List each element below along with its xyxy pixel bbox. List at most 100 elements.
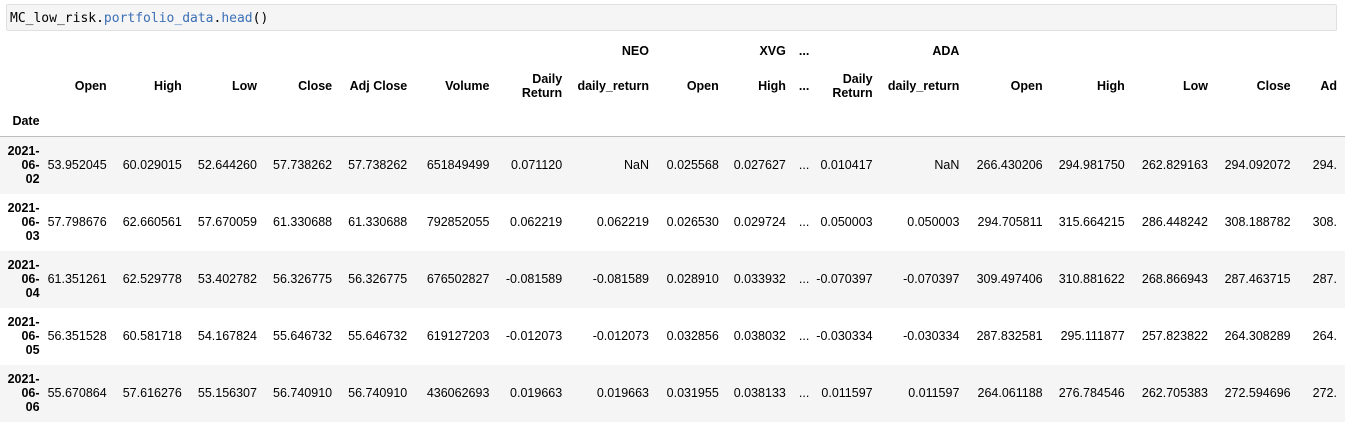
column-header: Open [686, 79, 719, 93]
table-cell: 0.011597 [821, 386, 873, 400]
ticker-header [1133, 36, 1216, 66]
table-cell: ... [798, 329, 810, 343]
table-cell: 262.829163 [1141, 158, 1208, 173]
table-cell: 0.019663 [510, 386, 563, 400]
table-cell: 308.188782 [1224, 215, 1291, 229]
table-cell: 0.027627 [733, 158, 786, 173]
ticker-header [1216, 36, 1299, 66]
table-cell: 0.062219 [510, 215, 563, 229]
table-cell: 0.026530 [666, 215, 719, 229]
table-cell: 0.033932 [733, 272, 786, 286]
table-cell: -0.081589 [505, 272, 563, 286]
table-cell: 308. [1312, 215, 1337, 229]
table-cell: 287.463715 [1224, 272, 1291, 286]
column-header: Close [1256, 79, 1291, 93]
column-header: High [758, 79, 786, 93]
table-cell: 272.594696 [1224, 386, 1291, 400]
table-cell: 676502827 [426, 272, 490, 286]
row-index-date: 2021- 06- 06 [7, 372, 40, 414]
index-header-blank [0, 36, 40, 66]
ticker-header [40, 36, 115, 66]
table-cell: NaN [623, 158, 649, 173]
table-row: 2021- 06- 05 56.351528 60.581718 54.167824 55.… [0, 308, 1345, 365]
table-cell: ... [798, 386, 810, 400]
table-cell: -0.030334 [816, 329, 873, 343]
column-header: Daily Return [521, 72, 563, 100]
blank-header-cell [415, 106, 498, 137]
column-header: Close [298, 79, 333, 93]
row-index-date: 2021- 06- 02 [7, 144, 40, 187]
table-cell: 264.308289 [1224, 329, 1291, 343]
table-cell: 62.529778 [122, 272, 182, 286]
ticker-header: ... [798, 44, 810, 58]
blank-header-cell [114, 106, 190, 137]
ticker-header [1299, 36, 1345, 66]
table-cell: 792852055 [426, 215, 490, 229]
table-cell: 57.798676 [47, 215, 107, 229]
table-cell: 287. [1312, 272, 1337, 286]
blank-header-cell [1132, 106, 1216, 137]
blank-header-cell [497, 106, 571, 137]
table-cell: 309.497406 [976, 272, 1043, 286]
table-cell: 57.670059 [197, 215, 257, 229]
column-header: ... [798, 79, 810, 93]
table-cell: 294. [1312, 158, 1337, 173]
blank-header-cell [726, 106, 794, 137]
column-header: Low [231, 79, 257, 93]
table-cell: 315.664215 [1058, 215, 1125, 229]
table-row: 2021- 06- 02 53.952045 60.029015 52.644260 57.… [0, 136, 1345, 194]
blank-header-cell [264, 106, 341, 137]
blank-header-cell [1050, 106, 1133, 137]
table-cell: 57.738262 [348, 158, 408, 173]
ticker-header [1051, 36, 1133, 66]
ticker-header [497, 36, 570, 66]
row-index-date: 2021- 06- 03 [7, 201, 40, 243]
table-cell: 56.326775 [273, 272, 333, 286]
table-cell: 295.111877 [1060, 329, 1125, 343]
blank-header-cell [1298, 106, 1345, 137]
ticker-header [415, 36, 497, 66]
table-cell: 60.581718 [122, 329, 182, 343]
index-name-header: Date [0, 106, 40, 137]
table-cell: 0.010417 [820, 158, 873, 173]
table-cell: 276.784546 [1058, 386, 1125, 400]
header-row-columns: Open High Low Close Adj Close Volume Daily Retu… [0, 66, 1345, 106]
column-header: High [1096, 79, 1125, 93]
table-cell: 264. [1312, 329, 1337, 343]
table-cell: 57.738262 [273, 158, 333, 173]
code-input-cell[interactable]: MC_low_risk.portfolio_data.head() [6, 4, 1337, 31]
table-cell: -0.012073 [505, 329, 563, 343]
code-text: MC_low_risk.portfolio_data.head() [10, 11, 269, 26]
table-cell: 0.032856 [666, 329, 719, 343]
table-cell: -0.012073 [592, 329, 649, 343]
table-cell: 57.616276 [122, 386, 182, 400]
table-cell: 54.167824 [197, 329, 257, 343]
table-cell: 56.740910 [348, 386, 408, 400]
ticker-header [115, 36, 190, 66]
blank-header-cell [814, 106, 881, 137]
table-cell: 0.029724 [733, 215, 786, 229]
ticker-header [340, 36, 415, 66]
table-cell: -0.070397 [816, 272, 873, 286]
blank-header-cell [570, 106, 657, 137]
table-cell: 0.025568 [666, 158, 719, 173]
column-header: Open [74, 79, 107, 93]
blank-header-cell [340, 106, 416, 137]
table-cell: 262.705383 [1141, 386, 1208, 400]
output-area: NEO XVG... ADA Open High Low Close Adj Close Vo… [0, 36, 1345, 434]
column-header: Open [1010, 79, 1043, 93]
blank-header-cell [793, 106, 815, 137]
table-cell: 60.029015 [122, 158, 182, 173]
dataframe-table: NEO XVG... ADA Open High Low Close Adj Close Vo… [0, 36, 1345, 422]
table-cell: 294.981750 [1058, 158, 1125, 173]
table-cell: 294.705811 [977, 215, 1043, 229]
table-cell: 0.038032 [733, 329, 786, 343]
header-row-index-name: Date [0, 106, 1345, 137]
ticker-header: ADA [932, 44, 960, 58]
table-cell: 61.351261 [47, 272, 107, 286]
table-cell: 55.156307 [197, 386, 257, 400]
table-cell: 272. [1312, 386, 1337, 400]
row-index-date: 2021- 06- 05 [7, 315, 40, 357]
table-cell: 0.050003 [820, 215, 873, 229]
blank-header-cell [657, 106, 727, 137]
